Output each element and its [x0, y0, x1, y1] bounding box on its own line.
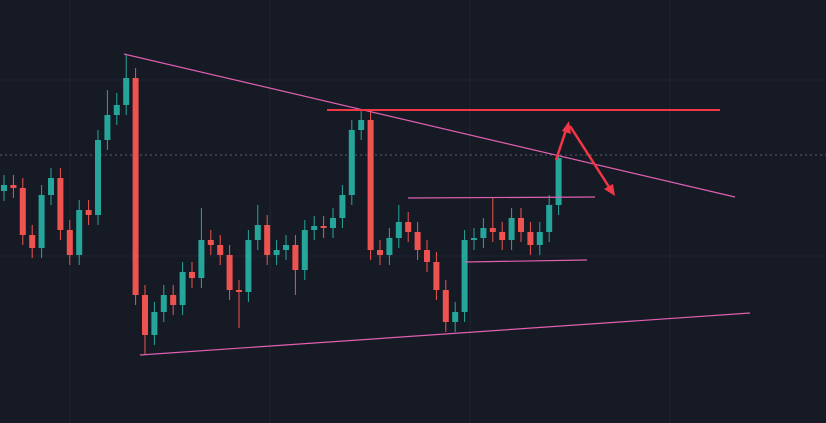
- candle-body: [471, 238, 477, 240]
- candle-body: [414, 232, 421, 250]
- candle-body: [358, 120, 365, 130]
- candle-body: [461, 240, 468, 312]
- candle-body: [348, 130, 355, 195]
- arrow-up: [554, 126, 569, 161]
- candle-body: [198, 240, 205, 278]
- vertical-grid: [69, 0, 671, 423]
- candle-body: [330, 218, 336, 228]
- candle-body: [38, 195, 45, 248]
- candle-body: [207, 240, 214, 245]
- candle-body: [508, 218, 515, 240]
- trendline-lower: [139, 312, 751, 356]
- candle-body: [536, 232, 543, 245]
- arrow-head: [562, 121, 571, 134]
- candle-body: [48, 178, 54, 195]
- candle-body: [151, 312, 158, 335]
- candle-body: [489, 228, 496, 232]
- candle-body: [273, 250, 280, 255]
- candle-body: [160, 295, 167, 312]
- candle-body: [57, 178, 64, 230]
- range-top: [407, 196, 596, 199]
- candle-body: [339, 195, 346, 218]
- candle-body: [104, 115, 111, 140]
- candles: [1, 55, 562, 355]
- candle-body: [424, 250, 430, 262]
- candle-body: [217, 245, 224, 255]
- candle-body: [433, 262, 440, 290]
- candle-body: [76, 210, 83, 255]
- candle-body: [480, 228, 487, 238]
- candle-body: [113, 105, 120, 115]
- candle-body: [311, 226, 318, 230]
- candle-body: [85, 210, 92, 215]
- candle-body: [527, 232, 534, 245]
- candle-body: [395, 222, 402, 238]
- candle-body: [499, 232, 506, 240]
- candle-body: [283, 245, 289, 250]
- candle-body: [170, 295, 177, 305]
- candle-body: [442, 290, 449, 322]
- candle-body: [546, 205, 553, 232]
- candle-body: [10, 185, 17, 188]
- candle-body: [405, 222, 412, 232]
- candle-body: [264, 225, 271, 255]
- candle-body: [254, 225, 261, 240]
- candle-body: [1, 185, 7, 191]
- candle-body: [29, 235, 36, 248]
- candle-body: [367, 120, 374, 250]
- candle-body: [66, 230, 73, 255]
- candle-body: [292, 245, 299, 270]
- candle-body: [226, 255, 233, 290]
- arrow-down: [568, 125, 613, 191]
- candle-body: [555, 158, 562, 205]
- candle-body: [95, 140, 101, 215]
- candle-body: [179, 272, 186, 305]
- candle-body: [320, 226, 327, 228]
- candle-body: [189, 272, 195, 278]
- drawings: [123, 53, 751, 356]
- candle-body: [236, 290, 242, 292]
- candle-body: [377, 250, 383, 255]
- candle-body: [123, 78, 130, 105]
- candle-body: [245, 240, 252, 292]
- candle-body: [132, 78, 139, 295]
- candle-body: [386, 238, 393, 255]
- candle-body: [518, 218, 524, 232]
- candle-body: [452, 312, 459, 322]
- candle-body: [19, 188, 26, 235]
- range-bottom: [464, 259, 588, 263]
- arrow-head: [604, 184, 615, 196]
- candle-body: [301, 230, 308, 270]
- trendline-upper: [123, 53, 736, 198]
- candle-body: [142, 295, 148, 335]
